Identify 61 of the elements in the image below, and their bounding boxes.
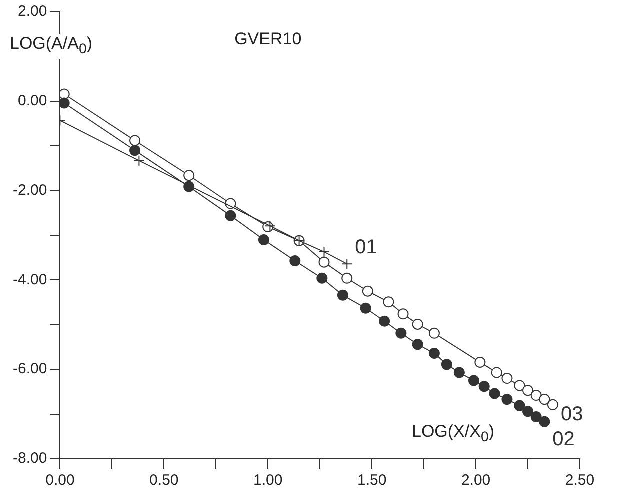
y-tick-label: -2.00 [12,182,48,199]
point [130,135,141,146]
y-tick-label: 0.00 [18,92,48,110]
point [398,308,409,320]
point [489,388,500,400]
x-tick-label: 0.50 [150,472,179,490]
point [468,375,480,386]
series-label: 01 [355,236,378,259]
point [134,155,145,166]
point [342,258,353,270]
point [539,394,550,406]
point [360,302,372,314]
y-axis-title: LOG(A/A$_{0}$) [10,34,93,60]
point [514,400,526,412]
point [522,406,534,418]
point [454,367,465,378]
point [60,88,70,100]
point [441,359,452,370]
x-tick-label: 2.50 [565,472,595,490]
point [412,318,424,330]
point [318,246,330,258]
point [379,316,390,327]
point [491,367,502,378]
point [522,385,534,396]
point [514,380,526,392]
x-tick-label: 0.00 [46,472,75,490]
point [428,328,440,339]
point [428,348,440,360]
x-tick-label: 1.00 [254,472,283,490]
point [474,356,486,368]
series-label: 03 [560,403,584,426]
point [530,390,542,402]
y-tick-label: 2.00 [18,3,48,20]
y-tick-label: -8.00 [12,450,48,468]
point [258,234,270,246]
y-tick-label: -4.00 [12,271,48,288]
y-tick-label: -6.00 [12,360,48,378]
point [478,381,490,392]
x-axis-title: LOG(X/X$_{0}$) [412,422,495,448]
point [316,272,328,284]
point [225,210,236,222]
point [290,255,301,266]
point [337,290,348,301]
point [383,296,394,308]
point [502,394,513,406]
point [547,399,558,410]
point [412,339,424,350]
point [530,411,542,422]
point [396,328,407,339]
point [342,272,353,284]
x-tick-label: 1.50 [357,472,387,490]
point [318,256,330,268]
x-tick-label: 2.00 [461,472,491,490]
series-label: 02 [552,428,575,450]
point [60,98,70,109]
point [184,170,195,182]
point [502,373,513,384]
point [130,145,141,156]
text: GVER10 [234,30,302,49]
point [362,286,374,297]
point [539,416,550,428]
